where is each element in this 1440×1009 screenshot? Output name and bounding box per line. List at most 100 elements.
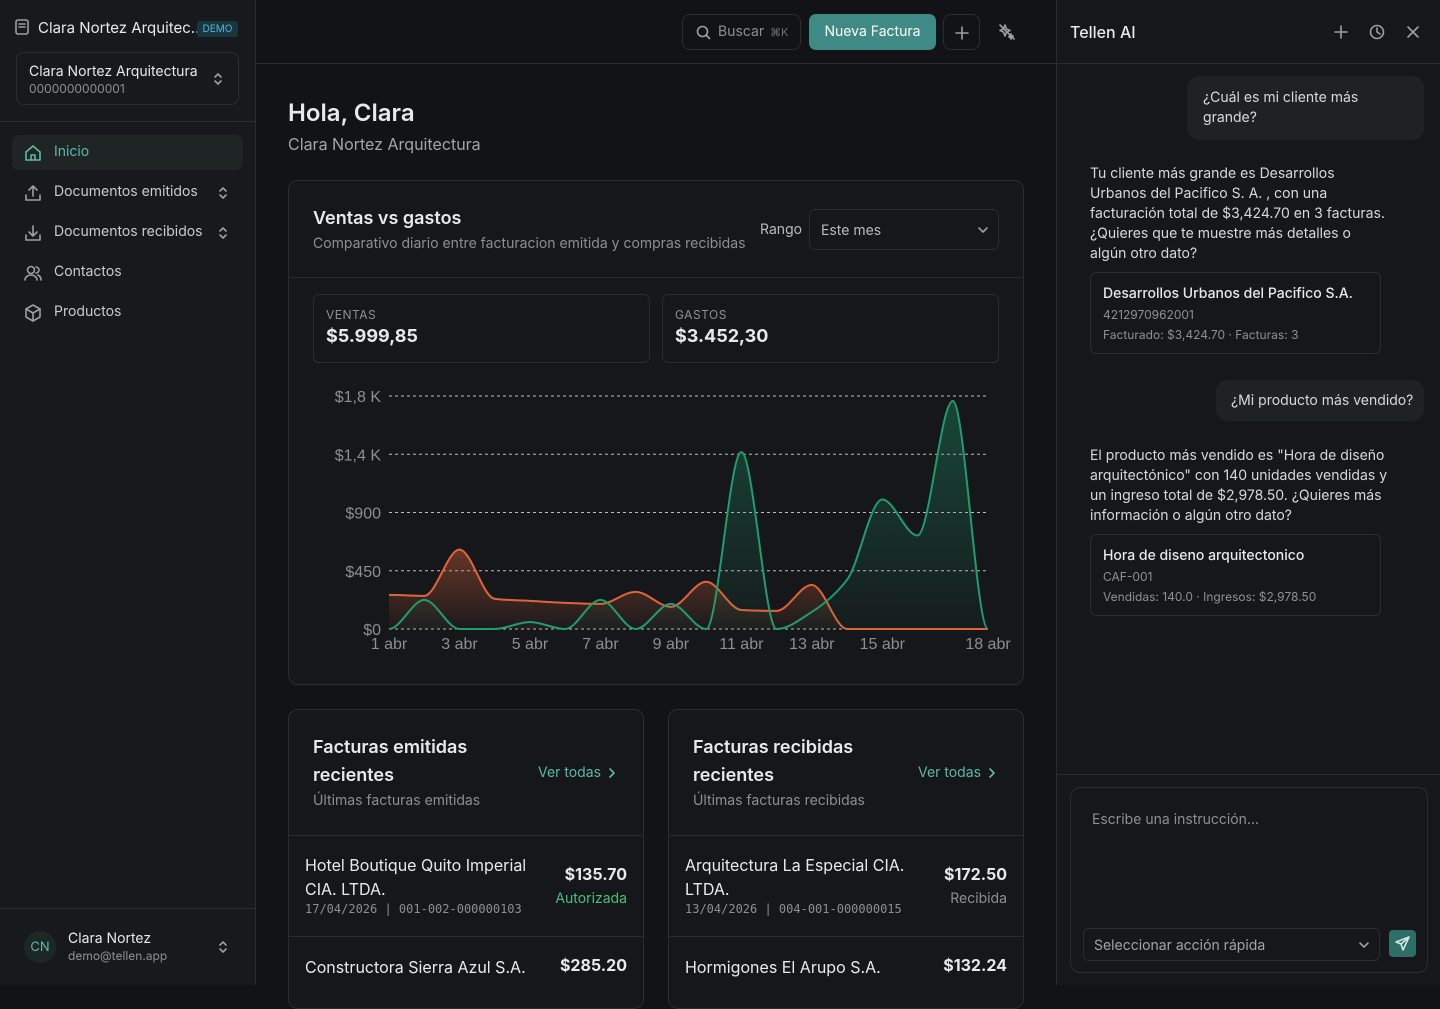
series-line	[388, 400, 989, 631]
quick-action-label: Seleccionar acción rápida	[1094, 937, 1266, 954]
card-title: Desarrollos Urbanos del Pacifico S.A.	[1103, 285, 1353, 302]
topbar-border	[256, 63, 1056, 64]
add-button[interactable]	[943, 14, 980, 50]
logo-icon	[15, 19, 29, 35]
chart: $0 $450 $900 $1,4 K $1,8 K 1 abr 3 abr 5 abr 7 a…	[335, 389, 1012, 653]
stat-value: $3.452,30	[675, 326, 769, 347]
chevrons	[219, 187, 227, 199]
history-icon[interactable]	[1369, 24, 1385, 40]
view-all-link[interactable]: Ver todas	[918, 764, 981, 781]
close-icon[interactable]	[1406, 25, 1420, 39]
x-tick-label: 7 abr	[582, 636, 619, 653]
x-tick-label: 5 abr	[512, 636, 549, 653]
card-title: Facturas emitidas recientes	[313, 737, 468, 786]
divider	[0, 908, 255, 909]
nav-item[interactable]: Productos	[12, 295, 243, 330]
invoice-supplier: Arquitectura La Especial CIA. LTDA.	[685, 855, 905, 899]
x-tick-label: 1 abr	[371, 636, 408, 653]
chevrons	[214, 73, 222, 85]
assistant-title: Tellen AI	[1070, 22, 1136, 42]
plus-icon	[955, 26, 969, 40]
card-subtitle: Últimas facturas emitidas	[313, 792, 481, 809]
search-button[interactable]: Buscar ⌘K	[682, 14, 801, 50]
area-fill	[389, 401, 988, 629]
divider	[669, 835, 1023, 836]
result-card[interactable]: Hora de diseno arquitectonico CAF-001 Ve…	[1090, 534, 1381, 616]
nav-active-bg	[12, 135, 243, 170]
home-icon	[25, 145, 41, 161]
nav-item[interactable]: Documentos emitidos	[12, 175, 243, 210]
greeting-subtitle: Clara Nortez Arquitectura	[288, 134, 481, 154]
avatar[interactable]: CN	[24, 931, 56, 963]
result-card[interactable]: Desarrollos Urbanos del Pacifico S.A. 42…	[1090, 272, 1381, 354]
received-card: Facturas recibidas recientes Ver todas Ú…	[668, 709, 1024, 1009]
assistant-message: Tu cliente más grande es Desarrollos Urb…	[1090, 165, 1385, 262]
invoice-amount: $172.50	[943, 864, 1007, 884]
invoice-amount: $135.70	[564, 864, 627, 884]
account-name: Clara Nortez Arquitectura	[29, 63, 198, 80]
divider	[0, 121, 255, 122]
emitted-card: Facturas emitidas recientes Ver todas Úl…	[288, 709, 644, 1009]
greeting-title: Hola, Clara	[288, 98, 415, 127]
nav-item[interactable]: Inicio	[12, 135, 243, 170]
range-value: Este mes	[821, 222, 882, 239]
area-fill	[389, 549, 988, 629]
card-code: CAF-001	[1103, 569, 1153, 584]
divider	[289, 936, 643, 937]
invoice-meta: 17/04/2026 | 001-002-000000103	[305, 902, 522, 916]
prompt-placeholder: Escribe una instrucción...	[1092, 811, 1260, 828]
stat-card: VENTAS $5.999,85	[313, 294, 650, 363]
send-button[interactable]	[1389, 930, 1416, 957]
assistant-message: El producto más vendido es "Hora de dise…	[1090, 447, 1388, 524]
range-select[interactable]: Este mes	[809, 209, 999, 250]
nav-label: Contactos	[54, 263, 122, 280]
x-tick-label: 9 abr	[653, 636, 690, 653]
account-switcher[interactable]: Clara Nortez Arquitectura 0000000000001	[16, 52, 239, 105]
box-icon	[25, 304, 41, 322]
invoice-amount: $285.20	[559, 955, 627, 975]
sparkle-icon[interactable]	[998, 23, 1016, 41]
prompt-box[interactable]: Escribe una instrucción... Seleccionar a…	[1070, 787, 1428, 973]
stat-label: GASTOS	[675, 307, 727, 322]
new-chat-icon[interactable]	[1334, 25, 1348, 39]
stat-card: GASTOS $3.452,30	[662, 294, 999, 363]
assistant-panel: Tellen AI ¿Cuál es mi cliente más grande…	[1056, 0, 1440, 985]
y-tick-label: $0	[363, 622, 381, 639]
y-tick-label: $1,4 K	[335, 447, 382, 464]
card-title: Hora de diseno arquitectonico	[1103, 547, 1305, 564]
chevrons	[219, 941, 227, 953]
new-invoice-button[interactable]: Nueva Factura	[809, 14, 936, 50]
card-subtitle: Últimas facturas recibidas	[693, 792, 865, 809]
x-tick-label: 15 abr	[860, 636, 906, 653]
invoice-amount: $132.24	[943, 955, 1007, 975]
divider	[669, 936, 1023, 937]
view-all-link[interactable]: Ver todas	[538, 764, 601, 781]
sidebar: Clara Nortez Arquitec... DEMO Clara Nort…	[0, 0, 256, 985]
chart-card: Ventas vs gastos Comparativo diario entr…	[288, 180, 1024, 685]
divider	[289, 835, 643, 836]
nav-label: Inicio	[54, 143, 90, 160]
nav-item[interactable]: Contactos	[12, 255, 243, 290]
invoice-client: Hotel Boutique Quito Imperial CIA. LTDA.	[305, 855, 527, 899]
user-email: demo@tellen.app	[68, 948, 168, 963]
y-tick-label: $900	[345, 506, 381, 523]
quick-action-select[interactable]: Seleccionar acción rápida	[1083, 928, 1380, 961]
x-tick-label: 13 abr	[789, 636, 835, 653]
chevron-down	[1359, 942, 1369, 948]
card-code: 4212970962001	[1103, 307, 1194, 322]
download-icon	[25, 225, 41, 241]
invoice-meta: 13/04/2026 | 004-001-000000015	[685, 902, 902, 916]
search-label: Buscar	[718, 23, 765, 40]
invoice-status: Recibida	[950, 890, 1007, 907]
range-label: Rango	[760, 221, 803, 238]
chevrons	[219, 227, 227, 239]
divider	[289, 277, 1023, 278]
nav-label: Productos	[54, 303, 122, 320]
nav-item[interactable]: Documentos recibidos	[12, 215, 243, 250]
contacts-icon	[24, 265, 42, 281]
x-tick-label: 11 abr	[719, 636, 764, 653]
shortcut: ⌘K	[770, 25, 789, 39]
y-tick-label: $1,8 K	[335, 389, 382, 406]
